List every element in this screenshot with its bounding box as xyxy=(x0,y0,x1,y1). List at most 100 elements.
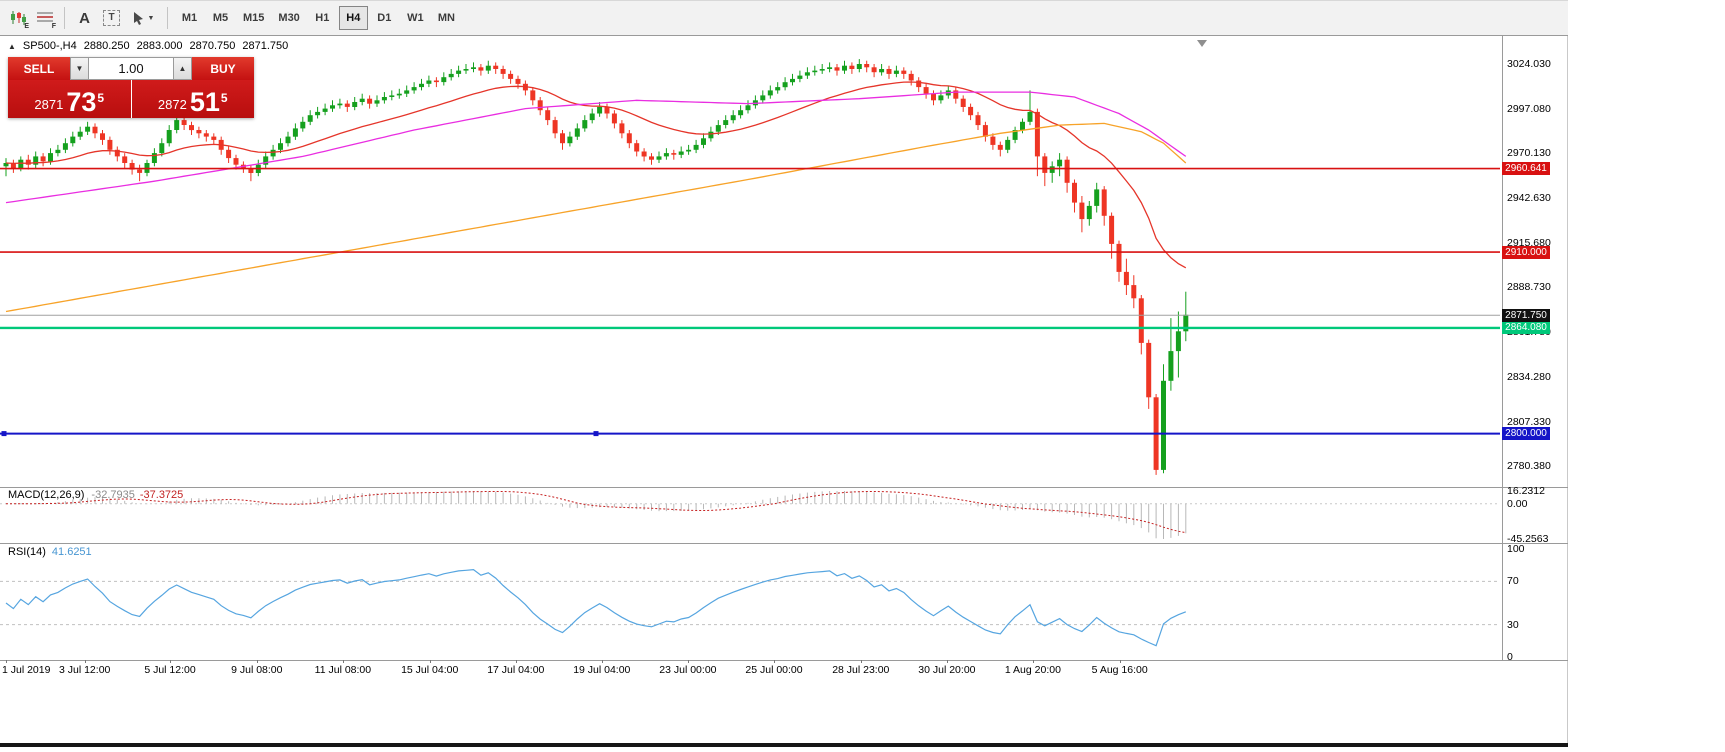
macd-signal-line xyxy=(5,491,1186,534)
time-axis-tick xyxy=(774,660,775,663)
cursor-arrow-icon xyxy=(133,12,143,25)
rsi-axis-label: 0 xyxy=(1507,651,1513,663)
hline-price-tag: 2960.641 xyxy=(1502,162,1550,176)
timeframe-m15-button[interactable]: M15 xyxy=(237,6,270,30)
symbol-period-label: SP500-,H4 xyxy=(22,40,77,52)
time-axis-label: 25 Jul 00:00 xyxy=(745,664,803,676)
price-axis-label: 2970.130 xyxy=(1507,146,1551,159)
ohlc-open: 2880.250 xyxy=(83,40,130,52)
price-axis-label: 2942.630 xyxy=(1507,192,1551,205)
time-axis-tick xyxy=(1119,660,1121,663)
ma-slow-orange xyxy=(5,122,1187,313)
time-axis-line xyxy=(0,660,1568,661)
window-bottom-bar xyxy=(0,743,1568,747)
time-axis-tick xyxy=(256,660,258,663)
chart-tool-f-button[interactable]: F xyxy=(31,5,58,31)
timeframe-toolbar: M1 M5 M15 M30 H1 H4 D1 W1 MN xyxy=(174,6,462,30)
volume-increase-button[interactable]: ▲ xyxy=(173,57,192,80)
timeframe-h4-button[interactable]: H4 xyxy=(338,6,368,30)
rsi-axis-label: 30 xyxy=(1507,618,1519,631)
main-chart-canvas[interactable] xyxy=(0,36,1502,487)
timeframe-h1-button[interactable]: H1 xyxy=(308,6,337,30)
text-tool-button[interactable]: A xyxy=(71,5,98,31)
time-axis-tick xyxy=(601,660,603,663)
sell-price-display[interactable]: 2871 73 5 xyxy=(8,80,131,118)
line-handle xyxy=(593,431,599,437)
macd-axis-label: 16.2312 xyxy=(1507,485,1545,497)
timeframe-d1-button[interactable]: D1 xyxy=(370,6,399,30)
arrow-objects-button[interactable]: ▼ xyxy=(125,5,161,31)
time-axis-tick xyxy=(342,660,344,663)
time-axis-tick xyxy=(1032,660,1034,663)
candles-icon xyxy=(10,11,26,25)
time-axis-label: 11 Jul 08:00 xyxy=(314,664,372,676)
rsi-line xyxy=(5,568,1187,647)
chart-info-line: ▲ SP500-,H4 2880.250 2883.000 2870.750 2… xyxy=(8,40,288,52)
moving-averages-layer xyxy=(5,81,1187,313)
time-axis-tick xyxy=(6,660,7,663)
time-axis-tick xyxy=(946,660,948,663)
time-axis-label: 23 Jul 00:00 xyxy=(659,664,717,676)
hline-price-tag: 2864.080 xyxy=(1502,321,1550,335)
toolbar-separator xyxy=(167,7,168,29)
bid-big-figure: 2871 xyxy=(34,97,64,112)
price-axis-border xyxy=(1502,36,1503,660)
time-axis-label: 5 Aug 16:00 xyxy=(1091,664,1148,676)
buy-price-display[interactable]: 2872 51 5 xyxy=(131,80,254,118)
macd-axis-label: -45.2563 xyxy=(1507,533,1549,545)
time-axis-label: 9 Jul 08:00 xyxy=(231,664,283,676)
horizontal-lines-layer xyxy=(0,167,1500,437)
timeframe-mn-button[interactable]: MN xyxy=(432,6,461,30)
time-axis-label: 17 Jul 04:00 xyxy=(487,664,545,676)
bid-pips: 73 xyxy=(66,87,97,117)
price-axis-label: 2888.730 xyxy=(1507,281,1551,294)
volume-input[interactable] xyxy=(89,57,173,80)
text-tool-a-icon: A xyxy=(79,9,90,27)
timeframe-w1-button[interactable]: W1 xyxy=(401,6,430,30)
ma-fast-red xyxy=(5,81,1187,269)
ohlc-low: 2870.750 xyxy=(189,40,236,52)
one-click-toggle-icon[interactable]: ▲ xyxy=(8,41,16,51)
rsi-axis-label: 70 xyxy=(1507,575,1519,588)
macd-indicator-canvas[interactable] xyxy=(0,487,1502,543)
ohlc-high: 2883.000 xyxy=(136,40,183,52)
tool-badge-f: F xyxy=(51,23,56,30)
candles-layer xyxy=(3,59,1189,475)
timeframe-m5-button[interactable]: M5 xyxy=(206,6,235,30)
ask-pips: 51 xyxy=(189,87,220,117)
chart-tool-e-button[interactable]: E xyxy=(4,5,31,31)
price-axis-label: 2834.280 xyxy=(1507,371,1551,384)
chevron-down-icon: ▼ xyxy=(147,14,155,22)
time-axis-label: 30 Jul 20:00 xyxy=(918,664,976,676)
macd-axis-label: 0.00 xyxy=(1507,497,1528,510)
time-axis-label: 15 Jul 04:00 xyxy=(401,664,459,676)
time-axis-tick xyxy=(429,660,431,663)
timeframe-m1-button[interactable]: M1 xyxy=(175,6,204,30)
time-axis-tick xyxy=(860,660,862,663)
window-right-edge xyxy=(1567,0,1568,747)
line-handle xyxy=(1,431,7,437)
time-axis-label: 3 Jul 12:00 xyxy=(59,664,111,676)
sell-button[interactable]: SELL xyxy=(8,57,70,80)
fibo-lines-icon xyxy=(36,12,53,22)
price-axis-label: 2807.330 xyxy=(1507,415,1551,428)
ma-medium-magenta xyxy=(5,91,1187,204)
timeframe-m30-button[interactable]: M30 xyxy=(272,6,305,30)
rsi-indicator-canvas[interactable] xyxy=(0,543,1502,660)
hline-price-tag: 2800.000 xyxy=(1502,427,1550,441)
volume-decrease-button[interactable]: ▼ xyxy=(70,57,89,80)
macd-label: MACD(12,26,9) -32.7935 -37.3725 xyxy=(8,489,183,501)
time-axis-label: 1 Jul 2019 xyxy=(2,664,51,676)
text-label-tool-button[interactable]: T xyxy=(98,5,125,31)
pane-separator[interactable] xyxy=(0,543,1568,544)
rsi-value: 41.6251 xyxy=(51,546,92,558)
pane-separator[interactable] xyxy=(0,487,1568,488)
time-axis-label: 1 Aug 20:00 xyxy=(1004,664,1061,676)
text-label-icon: T xyxy=(103,10,120,26)
chart-end-marker-icon xyxy=(1197,40,1207,47)
time-axis-tick xyxy=(515,660,517,663)
ask-big-figure: 2872 xyxy=(157,97,187,112)
time-axis-tick xyxy=(84,660,86,663)
buy-button[interactable]: BUY xyxy=(192,57,254,80)
